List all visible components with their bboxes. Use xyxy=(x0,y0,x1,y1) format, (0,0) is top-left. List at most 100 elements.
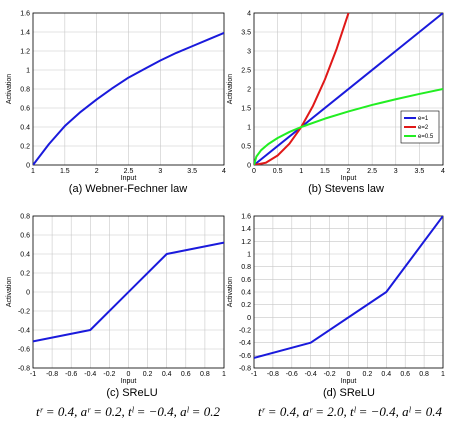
x-tick-label: 0.4 xyxy=(162,371,172,378)
legend-entry: e=2 xyxy=(418,125,429,131)
y-tick-label: -0.4 xyxy=(239,340,251,347)
x-tick-label: 1.5 xyxy=(60,168,70,175)
y-tick-label: 0.2 xyxy=(20,271,30,278)
series-line xyxy=(254,216,443,359)
caption-d: (d) SReLU xyxy=(323,387,375,399)
y-tick-label: 0.4 xyxy=(20,252,30,259)
x-tick-label: -0.8 xyxy=(46,371,58,378)
x-tick-label: 0.6 xyxy=(400,371,410,378)
x-tick-label: 0.6 xyxy=(181,371,191,378)
y-tick-label: 0.8 xyxy=(20,87,30,94)
x-axis-label: Input xyxy=(341,378,357,385)
y-tick-label: 3 xyxy=(247,49,251,56)
y-tick-label: -0.8 xyxy=(239,366,251,373)
x-tick-label: 3 xyxy=(158,168,162,175)
x-tick-label: -1 xyxy=(251,371,257,378)
y-tick-label: 1.4 xyxy=(20,30,30,37)
y-tick-label: -0.8 xyxy=(18,366,30,373)
y-tick-label: 0.2 xyxy=(241,302,251,309)
x-tick-label: 3.5 xyxy=(415,168,425,175)
x-tick-label: -0.6 xyxy=(286,371,298,378)
x-axis-label: Input xyxy=(121,175,137,182)
x-tick-label: 2.5 xyxy=(367,168,377,175)
x-tick-label: 0.8 xyxy=(419,371,429,378)
y-axis-label: Activation xyxy=(6,74,13,104)
x-tick-label: -0.4 xyxy=(84,371,96,378)
x-tick-label: 1 xyxy=(31,168,35,175)
series-line-e1 xyxy=(254,13,443,165)
y-axis-label: Activation xyxy=(227,74,234,104)
chart-b-stevens: 0 0.5 1 1.5 2 2.5 3 3.5 4 0 0.5 1 1.5 2 2.5 3 3.5 4 Input A… xyxy=(227,11,445,183)
x-tick-label: 2.5 xyxy=(124,168,134,175)
axes-frame xyxy=(253,215,444,369)
x-tick-label: 0 xyxy=(347,371,351,378)
x-tick-label: 2 xyxy=(347,168,351,175)
y-tick-label: 0.5 xyxy=(241,144,251,151)
caption-b: (b) Stevens law xyxy=(308,183,384,195)
chart-c-srelu: -1 -0.8 -0.6 -0.4 -0.2 0 0.2 0.4 0.6 0.8 1-0.8-0.6… xyxy=(6,214,226,386)
x-tick-label: -0.2 xyxy=(103,371,115,378)
y-tick-label: 0.6 xyxy=(20,233,30,240)
caption-a: (a) Webner-Fechner law xyxy=(69,183,187,195)
y-tick-label: 1.2 xyxy=(20,49,30,56)
y-tick-label: 0.8 xyxy=(241,264,251,271)
x-tick-label: 0.4 xyxy=(381,371,391,378)
y-tick-label: -0.6 xyxy=(18,347,30,354)
y-tick-label: 0 xyxy=(247,163,251,170)
y-tick-label: 1.4 xyxy=(241,226,251,233)
y-tick-label: 0.6 xyxy=(241,277,251,284)
x-tick-label: 4 xyxy=(222,168,226,175)
y-tick-label: 0.8 xyxy=(20,214,30,221)
x-tick-label: 1 xyxy=(222,371,226,378)
x-tick-label: 0.5 xyxy=(273,168,283,175)
x-tick-label: 1 xyxy=(441,371,445,378)
caption-c: (c) SReLU xyxy=(106,387,157,399)
x-tick-label: 0 xyxy=(127,371,131,378)
y-tick-label: 1 xyxy=(247,252,251,259)
x-tick-label: -0.6 xyxy=(65,371,77,378)
y-tick-label: -0.6 xyxy=(239,353,251,360)
series-line xyxy=(33,32,224,165)
y-tick-label: 0 xyxy=(26,290,30,297)
x-tick-label: 1.5 xyxy=(320,168,330,175)
y-tick-label: 2.5 xyxy=(241,68,251,75)
y-tick-label: 4 xyxy=(247,11,251,18)
y-tick-label: -0.2 xyxy=(239,328,251,335)
y-tick-label: 0 xyxy=(26,163,30,170)
axes-frame xyxy=(32,215,225,369)
y-tick-label: 2 xyxy=(247,87,251,94)
x-tick-label: -0.8 xyxy=(267,371,279,378)
x-axis-label: Input xyxy=(121,378,137,385)
x-tick-label: 0 xyxy=(252,168,256,175)
y-tick-label: 0.4 xyxy=(241,290,251,297)
x-tick-label: -1 xyxy=(30,371,36,378)
y-tick-label: 1.5 xyxy=(241,106,251,113)
x-tick-label: 1 xyxy=(299,168,303,175)
x-tick-label: 0.2 xyxy=(143,371,153,378)
x-tick-label: 0.8 xyxy=(200,371,210,378)
chart-d-srelu: -1 -0.8 -0.6 -0.4 -0.2 0 0.2 0.4 0.6 0.8 1-0.8-0.6… xyxy=(227,214,445,386)
y-axis-label: Activation xyxy=(227,277,234,307)
formula-c: tʳ = 0.4, aʳ = 0.2, tˡ = −0.4, aˡ = 0.2 xyxy=(36,404,220,419)
y-tick-label: 1.2 xyxy=(241,239,251,246)
y-tick-label: 0.6 xyxy=(20,106,30,113)
y-tick-label: 0 xyxy=(247,315,251,322)
legend-entry: e=1 xyxy=(418,116,429,122)
y-tick-label: 1.6 xyxy=(241,214,251,221)
x-tick-label: 4 xyxy=(441,168,445,175)
y-tick-label: 1 xyxy=(26,68,30,75)
y-tick-label: 1.6 xyxy=(20,11,30,18)
x-tick-label: 0.2 xyxy=(363,371,373,378)
series-line-e05 xyxy=(254,88,443,165)
y-tick-label: 0.2 xyxy=(20,144,30,151)
x-tick-label: -0.2 xyxy=(324,371,336,378)
y-tick-label: -0.4 xyxy=(18,328,30,335)
x-tick-label: 2 xyxy=(95,168,99,175)
y-tick-label: 0.4 xyxy=(20,125,30,132)
chart-a-webner-fechner: 1 1.5 2 2.5 3 3.5 4 0 0.2 0.4 0.6 0.8 1 1.2 1.4 1.6 Inpu… xyxy=(6,11,226,183)
y-tick-label: 1 xyxy=(247,125,251,132)
y-axis-label: Activation xyxy=(6,277,13,307)
y-tick-label: 3.5 xyxy=(241,30,251,37)
x-tick-label: 3 xyxy=(394,168,398,175)
